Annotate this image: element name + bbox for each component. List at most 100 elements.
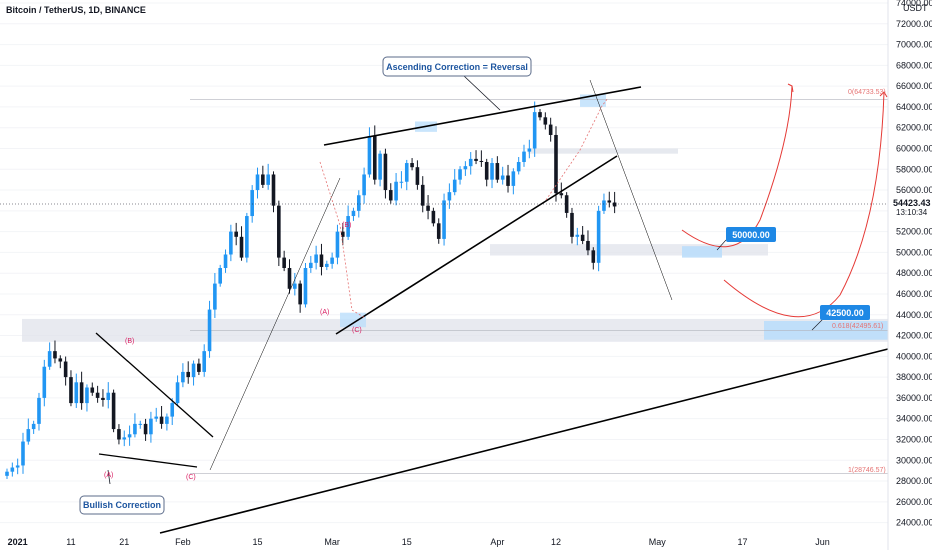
candle-body xyxy=(506,175,510,186)
trendlines xyxy=(95,79,889,534)
candle-body xyxy=(431,210,436,224)
candle-body xyxy=(154,416,159,419)
candle-body xyxy=(452,179,457,193)
candle-body xyxy=(234,231,238,237)
candle-body xyxy=(564,195,569,213)
price-tick-label: 30000.00 xyxy=(896,455,932,465)
candle-body xyxy=(261,174,265,185)
candle-body xyxy=(442,200,446,239)
current-price-box xyxy=(889,197,932,216)
price-tick-label: 32000.00 xyxy=(896,434,932,444)
candle-body xyxy=(127,434,132,438)
bullish-box xyxy=(79,495,165,515)
candle-body xyxy=(250,190,254,217)
candle-body xyxy=(255,174,260,191)
time-axis[interactable]: 2021 11 21 Feb 15 Mar 15 Apr 12 May 17 Jun xyxy=(8,537,830,547)
wave-a-label-2: (A) xyxy=(320,309,329,316)
candle-body xyxy=(522,151,526,162)
candle-body xyxy=(303,268,308,305)
bullish-text: Bullish Correction xyxy=(83,500,161,510)
candle-body xyxy=(602,200,606,211)
candle-body xyxy=(5,471,9,476)
candle-body xyxy=(500,175,505,180)
callout-box xyxy=(382,56,532,77)
candle-body xyxy=(404,163,409,182)
countdown-text: 13:10:34 xyxy=(896,208,928,217)
time-tick-label: 12 xyxy=(551,537,561,547)
candle-body xyxy=(463,166,468,170)
candle-body xyxy=(293,283,297,289)
bullish-correction-upper xyxy=(95,332,214,438)
candle-body xyxy=(511,171,516,186)
candle-body xyxy=(490,163,494,180)
price-tick-label: 74000.00 xyxy=(896,0,932,8)
candle-body xyxy=(383,153,388,191)
candle-body xyxy=(186,371,191,378)
candle-body xyxy=(245,216,249,258)
candle-body xyxy=(74,382,79,404)
candle-body xyxy=(479,160,484,162)
candle-body xyxy=(170,403,175,417)
candle-body xyxy=(468,158,473,167)
price-tick-label: 72000.00 xyxy=(896,19,932,29)
candle-body xyxy=(202,351,207,372)
price-axis[interactable]: 24000.00 26000.00 28000.00 30000.00 32000.00… xyxy=(896,0,932,528)
thin-trendline-1 xyxy=(209,177,341,471)
candle-body xyxy=(532,112,537,149)
candle-body xyxy=(69,377,73,404)
candle-body xyxy=(612,202,617,207)
fib-levels xyxy=(190,98,888,474)
price-tick-label: 38000.00 xyxy=(896,372,932,382)
price-tick-label: 36000.00 xyxy=(896,393,932,403)
candle-body xyxy=(218,268,222,284)
candle-body xyxy=(175,382,180,404)
price-tick-label: 44000.00 xyxy=(896,310,932,320)
candle-body xyxy=(239,236,244,258)
candle-body xyxy=(367,136,372,175)
candle-body xyxy=(298,283,302,305)
candle-body xyxy=(388,190,393,201)
candle-body xyxy=(314,254,318,263)
fib-top-label: 0(64733.53) xyxy=(848,89,886,96)
bullish-pointer xyxy=(107,469,111,485)
projection-path-2 xyxy=(723,91,885,318)
target-42500-box xyxy=(820,305,870,320)
candle-body xyxy=(516,162,521,172)
candle-body xyxy=(319,254,324,267)
candle-body xyxy=(277,205,281,258)
candle-body xyxy=(309,262,313,268)
candle-body xyxy=(356,195,361,211)
price-tick-label: 60000.00 xyxy=(896,143,932,153)
time-tick-label: Jun xyxy=(815,537,830,547)
price-tick-label: 46000.00 xyxy=(896,289,932,299)
price-tick-label: 66000.00 xyxy=(896,81,932,91)
highlight-mar-low xyxy=(340,312,366,328)
candle-body xyxy=(79,382,84,404)
candle-body xyxy=(197,363,201,372)
price-tick-label: 42000.00 xyxy=(896,331,932,341)
wave-b-label-1: (B) xyxy=(125,338,134,345)
time-tick-label: 2021 xyxy=(8,537,28,547)
candle-body xyxy=(229,231,233,255)
candle-body xyxy=(538,112,542,118)
candle-body xyxy=(159,416,164,424)
price-tick-label: 64000.00 xyxy=(896,102,932,112)
candle-body xyxy=(596,210,601,263)
candle-body xyxy=(362,174,366,196)
callout-pointer xyxy=(463,75,501,111)
wave-a-label-1: (A) xyxy=(104,472,113,479)
candle-body xyxy=(410,163,414,168)
price-tick-label: 28000.00 xyxy=(896,476,932,486)
upper-wedge-line xyxy=(323,86,642,146)
candle-body xyxy=(138,423,143,425)
candle-body xyxy=(543,117,548,125)
time-tick-label: Mar xyxy=(324,537,340,547)
candle-body xyxy=(570,212,574,237)
candle-body xyxy=(287,268,292,289)
candle-body xyxy=(117,429,121,440)
candle-body xyxy=(42,366,47,398)
wave-b-label-2: (B) xyxy=(342,222,351,229)
fib-bottom-label: 1(28746.57) xyxy=(848,467,886,474)
